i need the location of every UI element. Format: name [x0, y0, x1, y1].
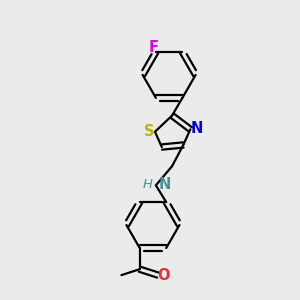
Text: F: F [148, 40, 158, 55]
Text: O: O [157, 268, 169, 283]
Text: H: H [142, 178, 152, 191]
Text: S: S [144, 124, 154, 139]
Text: N: N [158, 177, 171, 192]
Text: N: N [190, 121, 203, 136]
